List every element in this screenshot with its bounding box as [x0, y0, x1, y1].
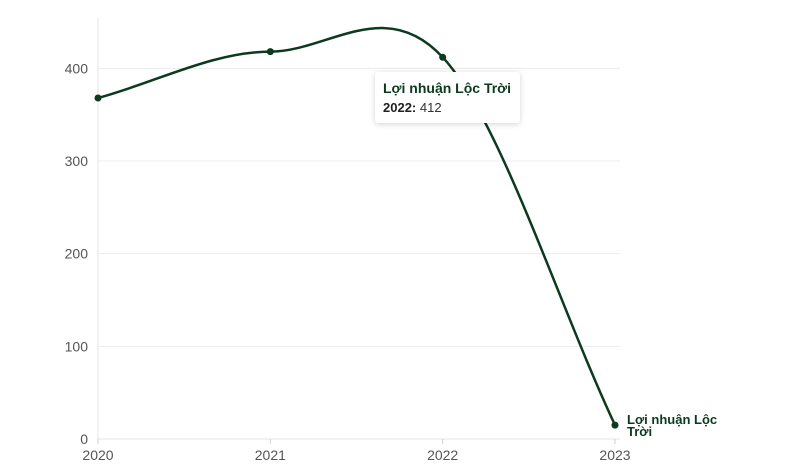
labels: 0 100 200 300 400 2020 2021 2022 2023 Lợi nhuận L…	[65, 60, 717, 463]
series-line-0	[97, 26, 617, 426]
data-point-2023	[611, 421, 619, 429]
data-point-2021	[266, 48, 274, 56]
data-point-2022	[439, 53, 447, 61]
tooltip-value: 412	[419, 100, 442, 115]
series-end-label: Lợi nhuận Lộc Trời	[627, 412, 717, 439]
x-tick-label-2021: 2021	[255, 447, 286, 463]
data-point-2020	[94, 94, 102, 102]
tooltip: Lợi nhuận Lộc Trời 2022: 412	[375, 72, 521, 123]
tooltip-row: 2022: 412	[383, 100, 511, 115]
y-tick-label-300: 300	[65, 153, 89, 169]
tooltip-title: Lợi nhuận Lộc Trời	[383, 80, 512, 96]
grid-lines	[98, 67, 620, 347]
y-tick-label-0: 0	[80, 431, 88, 447]
series-layer	[94, 26, 619, 429]
tooltip-key: 2022:	[383, 100, 417, 115]
axes	[97, 18, 620, 444]
y-tick-label-200: 200	[65, 246, 89, 262]
x-tick-label-2020: 2020	[82, 447, 113, 463]
x-tick-label-2023: 2023	[599, 447, 630, 463]
x-tick-label-2022: 2022	[427, 447, 458, 463]
y-tick-label-400: 400	[65, 60, 89, 76]
y-tick-label-100: 100	[65, 338, 89, 354]
